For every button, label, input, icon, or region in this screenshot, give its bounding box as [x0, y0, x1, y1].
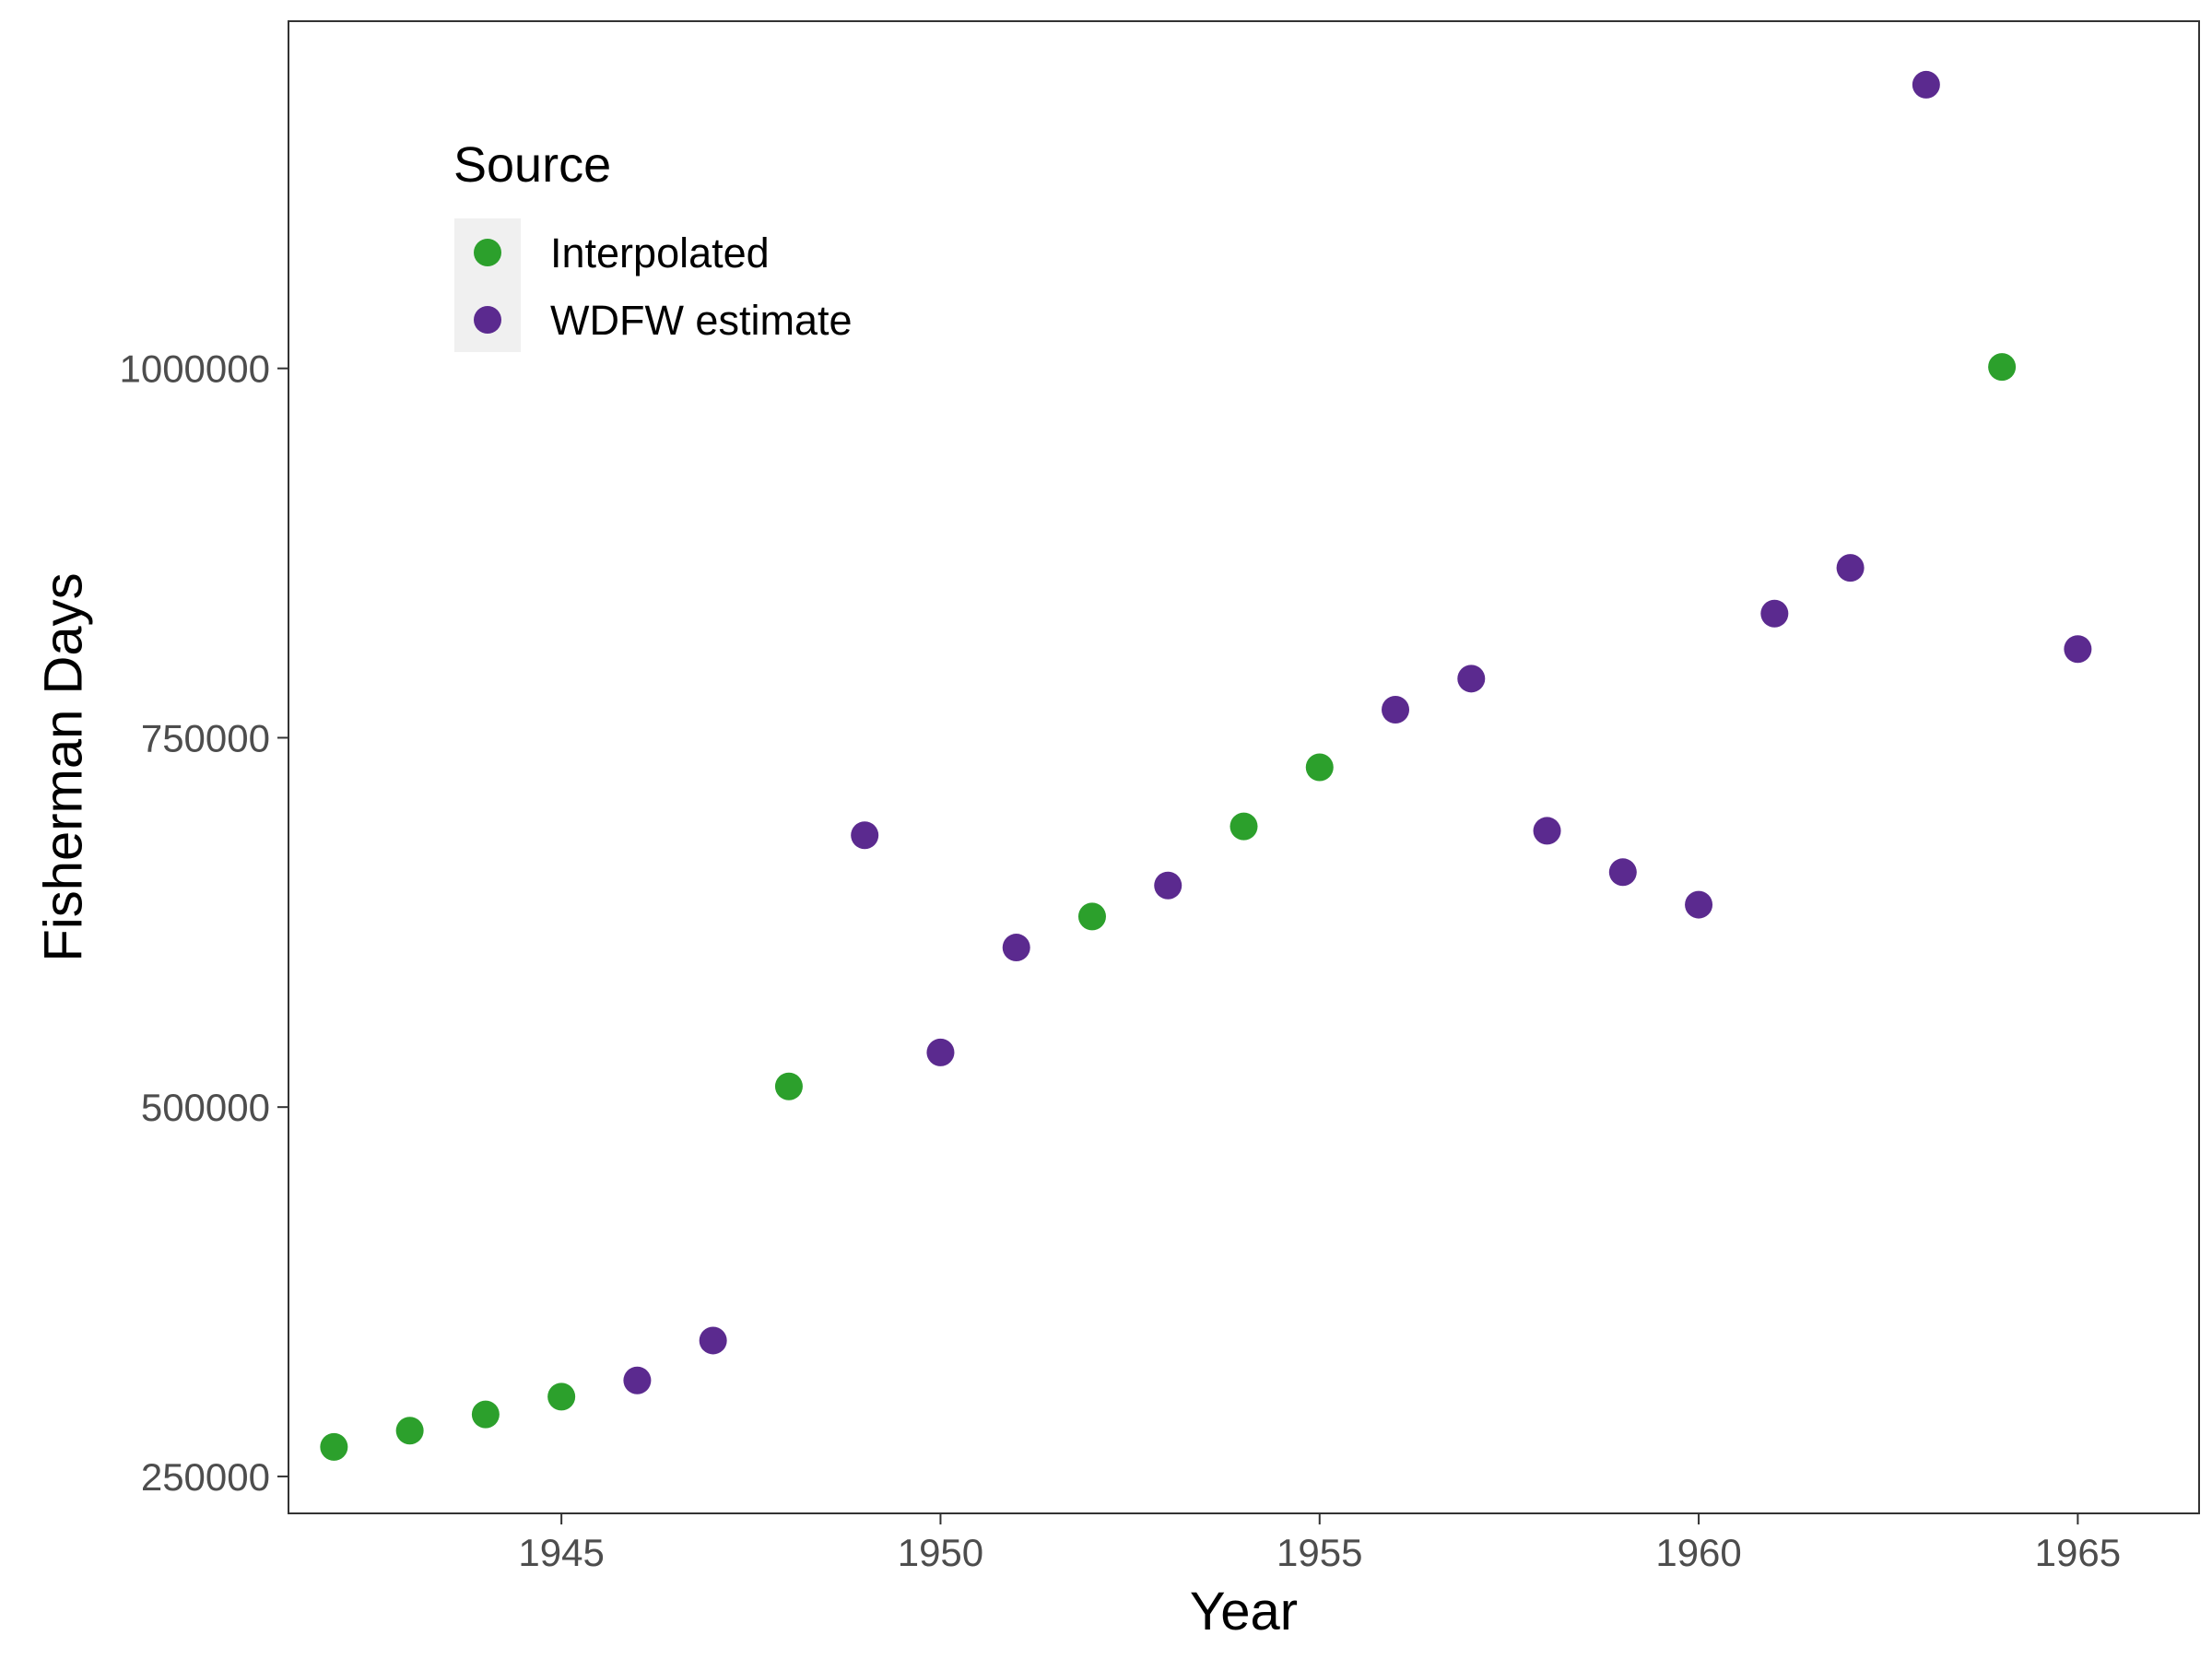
point-wdfw-estimate	[1685, 890, 1713, 919]
point-wdfw-estimate	[1836, 554, 1865, 582]
point-wdfw-estimate	[1457, 665, 1486, 693]
point-interpolated	[1988, 353, 2017, 382]
panel-border	[288, 20, 2200, 1514]
y-tick-label: 250000	[141, 1455, 270, 1499]
y-tick-label: 500000	[141, 1086, 270, 1129]
point-wdfw-estimate	[2064, 635, 2092, 664]
y-axis: 250000 500000 750000 1000000	[119, 347, 288, 1499]
point-wdfw-estimate	[699, 1326, 727, 1355]
point-interpolated	[547, 1382, 576, 1411]
y-axis-title: Fisherman Days	[33, 572, 93, 961]
legend-key-wdfw-estimate	[474, 306, 501, 334]
point-interpolated	[320, 1432, 348, 1461]
point-wdfw-estimate	[1533, 817, 1561, 845]
point-wdfw-estimate	[1912, 70, 1940, 99]
legend-label-interpolated: Interpolated	[550, 229, 770, 276]
point-interpolated	[471, 1400, 500, 1429]
point-wdfw-estimate	[1002, 934, 1030, 962]
point-wdfw-estimate	[1760, 599, 1789, 628]
point-interpolated	[1077, 902, 1106, 931]
point-wdfw-estimate	[851, 821, 879, 850]
point-wdfw-estimate	[1382, 695, 1410, 724]
x-tick-label: 1945	[518, 1531, 604, 1574]
x-tick-label: 1960	[1655, 1531, 1741, 1574]
x-axis: 1945 1950 1955 1960 1965	[518, 1513, 2121, 1574]
legend: Source Interpolated WDFW estimate	[453, 137, 853, 352]
point-interpolated	[395, 1417, 424, 1445]
data-points	[320, 70, 2092, 1461]
legend-key-interpolated	[474, 239, 501, 266]
x-axis-title: Year	[1190, 1582, 1298, 1641]
x-tick-label: 1955	[1277, 1531, 1362, 1574]
point-wdfw-estimate	[1154, 871, 1182, 900]
point-wdfw-estimate	[1608, 858, 1637, 887]
point-wdfw-estimate	[926, 1038, 955, 1066]
legend-label-wdfw-estimate: WDFW estimate	[550, 297, 853, 344]
plot-panel	[288, 20, 2200, 1514]
point-wdfw-estimate	[623, 1366, 652, 1394]
y-tick-label: 1000000	[119, 347, 270, 391]
point-interpolated	[774, 1072, 803, 1100]
legend-title: Source	[453, 137, 611, 193]
point-interpolated	[1305, 753, 1334, 782]
x-tick-label: 1950	[898, 1531, 983, 1574]
y-tick-label: 750000	[141, 716, 270, 759]
point-interpolated	[1230, 812, 1258, 841]
x-tick-label: 1965	[2035, 1531, 2121, 1574]
